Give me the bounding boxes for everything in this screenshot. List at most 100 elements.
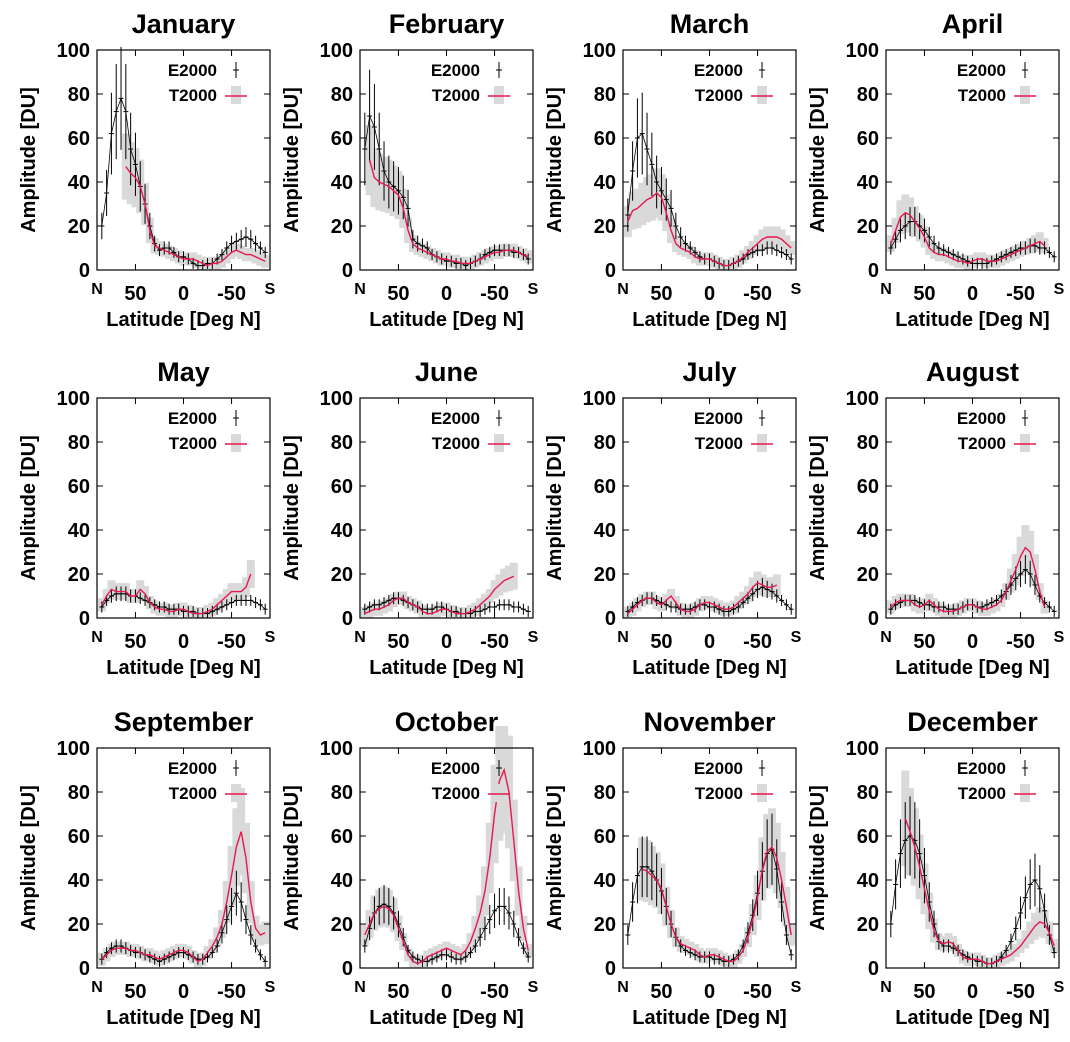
x-tick-label: 50 [387, 631, 409, 653]
t2000-line [101, 831, 266, 963]
panel-september: September 0 20 40 60 80 100 50 0 -50 N S Latitude [D… [18, 707, 276, 1029]
panel-october: October 0 20 40 60 80 100 50 0 -50 N S Latitude [Deg… [281, 707, 539, 1029]
x-tick-label: 0 [704, 981, 715, 1003]
legend-label-e2000: E2000 [957, 61, 1006, 80]
chart-title: February [389, 9, 505, 39]
chart-title: November [643, 707, 776, 737]
t2000-line [890, 546, 1046, 613]
x-end-label-south: S [265, 979, 276, 996]
y-tick-label: 100 [846, 738, 879, 760]
y-tick-label: 20 [331, 914, 353, 936]
legend-label-e2000: E2000 [694, 61, 743, 80]
x-end-label-north: N [880, 979, 892, 996]
legend-label-t2000: T2000 [695, 784, 743, 803]
x-tick-label: 50 [913, 631, 935, 653]
y-tick-label: 80 [594, 782, 616, 804]
legend-label-t2000: T2000 [958, 86, 1006, 105]
legend-label-e2000: E2000 [168, 61, 217, 80]
x-end-label-north: N [354, 281, 366, 298]
y-axis-label: Amplitude [DU] [544, 87, 566, 233]
y-axis-label: Amplitude [DU] [281, 435, 303, 581]
legend-label-e2000: E2000 [694, 759, 743, 778]
y-tick-label: 100 [57, 388, 90, 410]
e2000-line [101, 97, 266, 267]
y-tick-label: 80 [68, 782, 90, 804]
legend-label-t2000: T2000 [169, 434, 217, 453]
legend-label-t2000: T2000 [432, 784, 480, 803]
legend-band-t2000 [757, 86, 767, 104]
x-tick-label: 0 [967, 631, 978, 653]
e2000-line [364, 903, 529, 962]
t2000-band [500, 726, 509, 834]
x-tick-label: -50 [217, 631, 246, 653]
x-tick-label: -50 [217, 283, 246, 305]
y-tick-label: 0 [342, 958, 353, 980]
x-end-label-south: S [791, 979, 802, 996]
legend-label-e2000: E2000 [168, 409, 217, 428]
legend-label-e2000: E2000 [431, 759, 480, 778]
x-tick-label: 50 [124, 981, 146, 1003]
panel-february: February 0 20 40 60 80 100 50 0 -50 N S Latitude [De… [281, 9, 539, 331]
x-end-label-south: S [1054, 629, 1065, 646]
x-tick-label: -50 [217, 981, 246, 1003]
y-tick-label: 20 [857, 914, 879, 936]
y-tick-label: 60 [857, 826, 879, 848]
x-tick-label: -50 [1006, 631, 1035, 653]
panel-may: May 0 20 40 60 80 100 50 0 -50 N S Latitude [Deg N] A… [18, 357, 276, 679]
y-tick-label: 60 [68, 476, 90, 498]
legend-band-t2000 [494, 434, 504, 452]
y-axis-label: Amplitude [DU] [281, 87, 303, 233]
x-axis-label: Latitude [Deg N] [632, 309, 786, 331]
x-axis-label: Latitude [Deg N] [369, 657, 523, 679]
y-tick-label: 40 [68, 172, 90, 194]
y-tick-label: 100 [57, 40, 90, 62]
x-tick-label: 50 [387, 283, 409, 305]
x-tick-label: 0 [441, 631, 452, 653]
t2000-line [364, 767, 529, 965]
y-tick-label: 100 [583, 388, 616, 410]
x-tick-label: 0 [967, 283, 978, 305]
chart-title: May [157, 357, 210, 387]
x-tick-label: -50 [743, 981, 772, 1003]
y-tick-label: 100 [583, 40, 616, 62]
legend-band-t2000 [231, 784, 241, 802]
y-tick-label: 20 [331, 216, 353, 238]
legend-label-t2000: T2000 [432, 86, 480, 105]
x-axis-label: Latitude [Deg N] [106, 309, 260, 331]
y-axis-label: Amplitude [DU] [18, 87, 40, 233]
panel-april: April 0 20 40 60 80 100 50 0 -50 N S Latitude [Deg N… [807, 9, 1065, 331]
t2000-line [890, 211, 1046, 265]
panel-december: December 0 20 40 60 80 100 50 0 -50 N S Latitude [De… [807, 707, 1065, 1029]
legend-label-t2000: T2000 [695, 434, 743, 453]
x-end-label-south: S [528, 979, 539, 996]
y-tick-label: 100 [320, 738, 353, 760]
x-axis-label: Latitude [Deg N] [895, 309, 1049, 331]
legend-label-t2000: T2000 [958, 784, 1006, 803]
x-tick-label: -50 [480, 283, 509, 305]
x-axis-label: Latitude [Deg N] [369, 1007, 523, 1029]
t2000-line [904, 818, 1055, 965]
x-end-label-north: N [91, 281, 103, 298]
y-tick-label: 40 [594, 870, 616, 892]
panel-july: July 0 20 40 60 80 100 50 0 -50 N S Latitude [Deg N]… [544, 357, 802, 679]
x-tick-label: 0 [441, 981, 452, 1003]
x-end-label-south: S [265, 281, 276, 298]
y-axis-label: Amplitude [DU] [807, 785, 829, 931]
x-tick-label: 50 [913, 981, 935, 1003]
legend-band-t2000 [1020, 86, 1030, 104]
y-axis-label: Amplitude [DU] [807, 87, 829, 233]
y-tick-label: 80 [68, 432, 90, 454]
x-end-label-north: N [617, 629, 629, 646]
y-tick-label: 60 [594, 476, 616, 498]
x-end-label-south: S [265, 629, 276, 646]
x-tick-label: 50 [650, 981, 672, 1003]
x-axis-label: Latitude [Deg N] [895, 1007, 1049, 1029]
x-tick-label: 50 [650, 631, 672, 653]
y-axis-label: Amplitude [DU] [544, 785, 566, 931]
y-tick-label: 80 [594, 432, 616, 454]
y-tick-label: 40 [331, 172, 353, 194]
x-end-label-north: N [617, 281, 629, 298]
x-axis-label: Latitude [Deg N] [632, 657, 786, 679]
y-tick-label: 40 [68, 520, 90, 542]
